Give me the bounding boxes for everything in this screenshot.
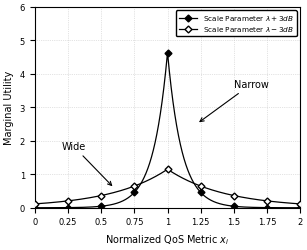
Y-axis label: Marginal Utility: Marginal Utility (4, 71, 14, 145)
Text: Narrow: Narrow (200, 80, 269, 122)
Legend: Scale Parameter $\lambda+3dB$, Scale Parameter $\lambda-3dB$: Scale Parameter $\lambda+3dB$, Scale Par… (176, 11, 297, 37)
Text: Wide: Wide (61, 142, 112, 186)
X-axis label: Normalized QoS Metric $x_i$: Normalized QoS Metric $x_i$ (105, 232, 230, 246)
